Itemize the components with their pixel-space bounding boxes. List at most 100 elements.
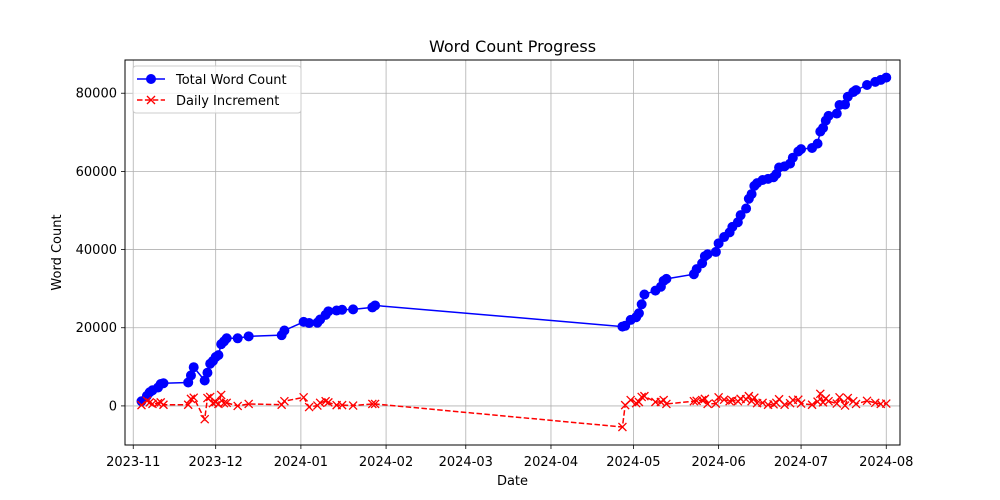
daily-increment-point: [711, 399, 721, 409]
total-word-count-point: [702, 249, 713, 260]
daily-increment-point: [840, 401, 850, 410]
daily-increment-point: [719, 395, 729, 405]
total-word-count-point: [787, 152, 798, 163]
daily-increment-point: [159, 400, 168, 410]
x-marker-stroke: [321, 396, 331, 406]
total-word-count-point: [735, 210, 746, 221]
total-word-count-point: [831, 108, 842, 119]
x-marker-stroke: [216, 390, 226, 400]
daily-increment-point: [744, 391, 754, 401]
x-marker-stroke: [183, 400, 193, 410]
x-marker-stroke: [758, 398, 768, 408]
total-word-count-point: [862, 80, 873, 91]
x-marker-stroke: [661, 399, 671, 409]
legend-marker-circle: [146, 74, 156, 84]
total-word-count-point: [337, 304, 348, 315]
daily-increment-point: [183, 400, 193, 410]
daily-increment-point: [323, 397, 333, 407]
x-marker-stroke: [200, 414, 210, 424]
x-tick-label: 2024-08: [859, 455, 913, 470]
daily-increment-point: [142, 396, 152, 406]
daily-increment-point: [219, 398, 229, 408]
chart-title: Word Count Progress: [429, 37, 596, 56]
x-marker-stroke: [719, 395, 729, 405]
x-tick-label: 2024-03: [439, 455, 493, 470]
x-marker-stroke: [851, 399, 861, 409]
daily-increment-point: [824, 396, 834, 406]
x-marker-stroke: [840, 401, 850, 410]
y-tick-label: 40000: [76, 243, 117, 258]
total-word-count-point: [713, 238, 724, 249]
daily-increment-point: [222, 398, 232, 408]
daily-increment-point: [153, 398, 163, 408]
daily-increment-point: [279, 396, 289, 406]
daily-increment-point: [367, 399, 377, 409]
total-word-count-point: [823, 110, 834, 121]
x-marker-stroke: [202, 393, 212, 403]
daily-increment-point: [843, 393, 853, 403]
x-marker-stroke: [725, 396, 735, 406]
x-marker-stroke: [205, 392, 215, 402]
x-marker-stroke: [145, 397, 155, 407]
total-word-count-point: [202, 367, 213, 378]
total-word-count-point: [188, 362, 199, 373]
x-marker-stroke: [639, 391, 649, 401]
daily-increment-point: [216, 390, 226, 400]
x-marker-stroke: [222, 398, 232, 408]
daily-increment-point: [703, 399, 713, 409]
x-marker-stroke: [219, 398, 229, 408]
x-marker-stroke: [348, 401, 358, 410]
total-word-count-point: [633, 308, 644, 319]
x-marker-stroke: [142, 396, 152, 406]
daily-increment-point: [881, 399, 891, 409]
x-marker-stroke: [780, 400, 790, 410]
x-marker-stroke: [617, 422, 627, 432]
x-marker-stroke: [749, 393, 759, 403]
daily-increment-point: [780, 400, 790, 410]
x-marker-stroke: [370, 399, 380, 409]
daily-increment-point: [337, 400, 347, 410]
x-marker-stroke: [323, 397, 333, 407]
x-marker-stroke: [824, 396, 834, 406]
daily-increment-point: [145, 397, 155, 407]
x-tick-label: 2024-02: [359, 455, 413, 470]
series-layer: [136, 72, 892, 432]
total-word-count-point: [370, 300, 381, 311]
x-marker-stroke: [367, 399, 377, 409]
x-marker-stroke: [703, 399, 713, 409]
total-word-count-point: [323, 306, 334, 317]
total-word-count-point: [710, 246, 721, 257]
daily-increment-point: [321, 396, 331, 406]
grid: [125, 60, 900, 445]
x-marker-stroke: [774, 394, 784, 404]
x-marker-stroke: [862, 396, 872, 406]
daily-increment-point: [299, 392, 309, 402]
y-tick-label: 20000: [76, 321, 117, 336]
daily-increment-point: [862, 396, 872, 406]
daily-increment-point: [832, 399, 842, 409]
x-marker-stroke: [881, 399, 891, 409]
daily-increment-point: [870, 398, 880, 408]
total-word-count-point: [221, 333, 232, 344]
x-marker-stroke: [807, 400, 817, 410]
x-marker-stroke: [659, 395, 669, 405]
x-marker-stroke: [793, 395, 803, 405]
total-word-count-point: [185, 370, 196, 381]
x-marker-stroke: [689, 396, 699, 406]
x-marker-stroke: [315, 398, 325, 408]
total-word-count-point: [661, 273, 672, 284]
daily-increment-point: [793, 395, 803, 405]
daily-increment-point: [659, 395, 669, 405]
x-marker-stroke: [159, 400, 168, 410]
daily-increment-point: [835, 392, 844, 402]
total-word-count-point: [796, 144, 807, 155]
x-tick-label: 2024-07: [774, 455, 828, 470]
total-word-count-point: [881, 72, 892, 83]
y-axis-label: Word Count: [50, 214, 65, 290]
total-word-count-point: [279, 325, 290, 336]
daily-increment-point: [697, 395, 707, 405]
x-marker-stroke: [189, 393, 199, 403]
total-word-count-point: [741, 203, 752, 214]
total-word-count-point: [304, 318, 315, 329]
x-marker-stroke: [796, 399, 806, 409]
